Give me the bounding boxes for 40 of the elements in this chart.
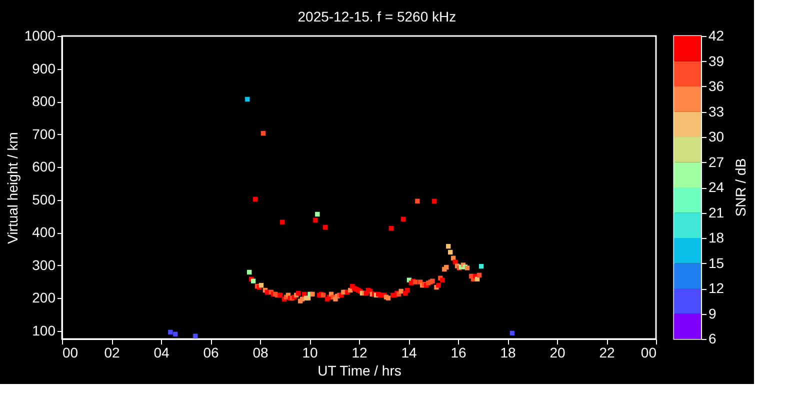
y-tick-label: 200 (32, 290, 56, 306)
x-tick-label: 04 (154, 344, 170, 360)
x-tick-label: 14 (401, 344, 417, 360)
color-bar-label: 24 (708, 179, 724, 195)
color-bar-label: 21 (708, 204, 724, 220)
y-tick-label: 300 (32, 256, 56, 273)
x-tick-label: 16 (450, 344, 466, 360)
color-bar-label: 15 (708, 254, 724, 271)
x-axis-title: UT Time / hrs (318, 362, 402, 378)
color-bar-label: 12 (708, 280, 724, 296)
y-tick-label: 100 (32, 322, 56, 338)
color-bar-label: 30 (708, 128, 724, 144)
color-bar-label: 9 (708, 305, 716, 322)
color-bar-label: 18 (708, 230, 724, 246)
x-tick-label: 00 (640, 344, 657, 360)
y-tick-label: 600 (32, 158, 56, 175)
color-bar-label: 33 (708, 103, 724, 120)
x-tick-label: 06 (203, 344, 219, 360)
y-tick-label: 500 (32, 191, 56, 208)
x-tick-label: 10 (302, 344, 318, 360)
x-tick-label: 22 (599, 344, 615, 360)
color-bar-title: SNR / dB (732, 158, 748, 217)
y-tick-label: 400 (32, 224, 56, 240)
color-bar-label: 27 (708, 154, 724, 170)
x-tick-label: 08 (252, 344, 268, 360)
color-bar-label: 6 (708, 330, 716, 346)
y-tick-label: 1000 (24, 28, 56, 44)
color-bar-label: 39 (708, 52, 724, 69)
x-tick-label: 00 (62, 344, 78, 360)
y-tick-label: 800 (32, 93, 56, 110)
x-tick-label: 02 (104, 344, 120, 360)
y-tick-label: 900 (32, 60, 56, 76)
y-axis-title: Virtual height / km (4, 132, 20, 244)
chart-title: 2025-12-15. f = 5260 kHz (298, 8, 456, 24)
x-tick-label: 18 (500, 344, 516, 360)
y-tick-label: 700 (32, 126, 56, 142)
color-bar-label: 42 (708, 28, 724, 44)
color-bar-label: 36 (708, 78, 724, 94)
x-tick-label: 12 (352, 344, 368, 360)
x-tick-label: 20 (550, 344, 566, 360)
